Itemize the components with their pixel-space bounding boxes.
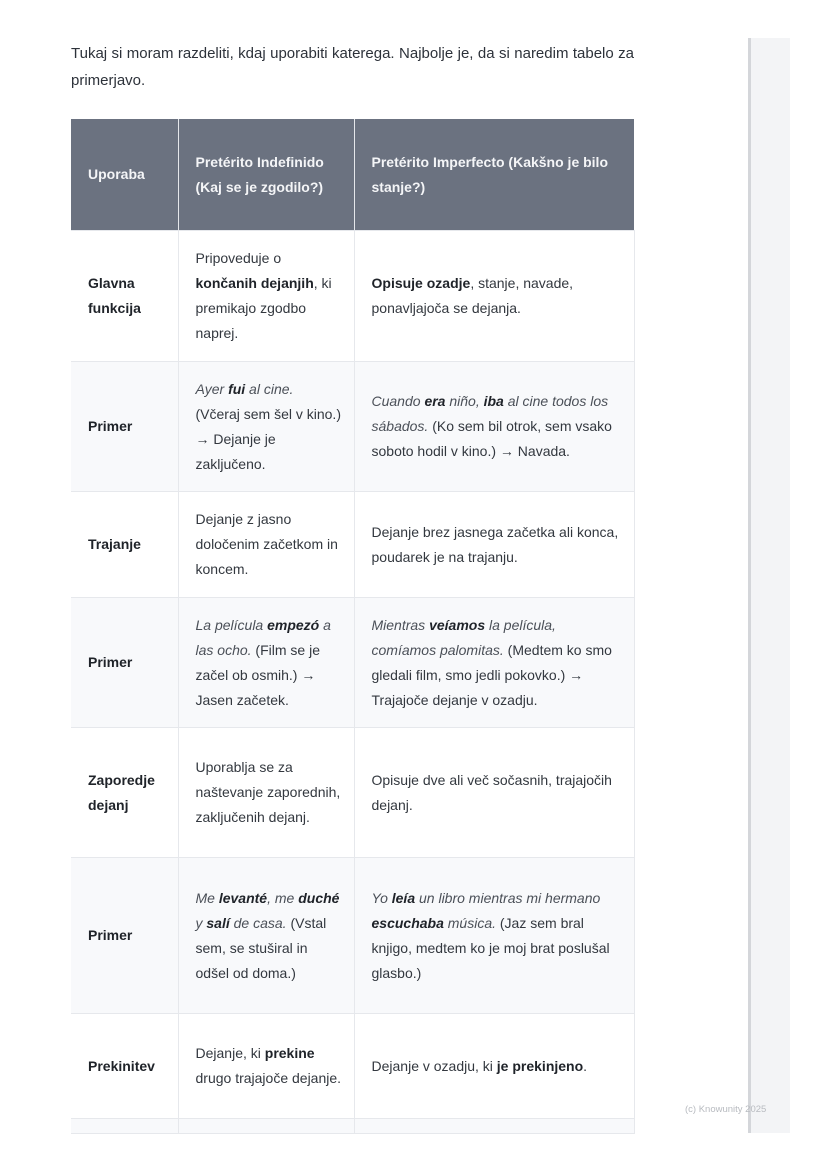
empty-cell [353,1118,635,1134]
text-segment: La película [195,616,268,633]
text-segment: Yo [371,889,392,906]
copyright-watermark: (c) Knowunity 2025 [685,1104,767,1115]
cell-imperfecto: Yo leía un libro mientras mi hermano esc… [353,857,635,1014]
text-segment: y [195,914,207,931]
row-label: Zaporedje dejanj [71,727,179,858]
text-segment: a las ocho. [195,616,331,658]
cell-imperfecto: Cuando era niño, iba al cine todos los s… [353,361,635,492]
intro-paragraph: Tukaj si moram razdeliti, kdaj uporabiti… [71,45,634,89]
row-label: Glavna funkcija [71,230,179,362]
text-segment: , ki premikajo zgodbo naprej. [195,275,332,341]
text-segment: leía [391,889,416,906]
comparison-table: Uporaba Pretérito Indefinido (Kaj se je … [71,119,635,1134]
table-row: Zaporedje dejanj Uporablja se za naštevan… [71,727,635,858]
text-segment: al cine. [245,380,294,397]
text-segment: . [583,1057,588,1074]
table-body: Glavna funkcija Pripoveduje o končanih de… [71,230,635,1134]
text-segment: Pripoveduje o [195,250,282,266]
text-segment: (Medtem ko smo gledali film, smo jedli p… [371,641,612,708]
text-segment: Me [195,889,219,906]
text-segment: je prekinjeno [496,1057,584,1074]
cell-imperfecto: Opisuje ozadje, stanje, navade, ponavlja… [353,230,635,362]
text-segment: Ayer [195,380,229,397]
text-segment: Opisuje ozadje [371,275,471,291]
text-segment: música. [443,914,496,931]
text-segment: empezó [267,616,320,633]
table-row: Trajanje Dejanje z jasno določenim začetk… [71,491,635,598]
text-segment: de casa. [229,914,287,931]
text-segment: (Film se je začel ob osmih.) → Jasen zač… [195,641,321,708]
cell-imperfecto: Mientras veíamos la película, comíamos p… [353,597,635,728]
text-segment: veíamos [429,616,486,633]
scrollbar[interactable] [748,38,790,1133]
cell-indefinido: Dejanje, ki prekine drugo trajajoče deja… [177,1013,355,1119]
text-segment: (Vstal sem, se stuširal in odšel od doma… [195,914,327,981]
header-indefinido: Pretérito Indefinido (Kaj se je zgodilo?… [178,119,355,231]
text-segment: un libro mientras mi hermano [415,889,601,906]
text-segment: escuchaba [371,914,444,931]
text-segment: , me [267,889,299,906]
row-label: Trajanje [71,491,179,598]
row-label: Primer [71,361,179,492]
cell-indefinido: Ayer fui al cine. (Včeraj sem šel v kino… [177,361,355,492]
text-segment: levanté [218,889,268,906]
table-row: Primer Ayer fui al cine. (Včeraj sem šel … [71,361,635,492]
row-label: Prekinitev [71,1013,179,1119]
text-segment: prekine [264,1045,315,1061]
table-row: Primer Me levanté, me duché y salí de cas… [71,857,635,1014]
text-segment: končanih dejanjih [195,275,314,291]
comparison-table-container: Uporaba Pretérito Indefinido (Kaj se je … [71,119,635,1134]
table-row: Primer La película empezó a las ocho. (Fi… [71,597,635,728]
header-usage: Uporaba [71,119,179,231]
row-label: Primer [71,597,179,728]
table-row [71,1118,635,1134]
text-segment: niño, [445,393,484,409]
text-segment: , stanje, navade, ponavljajoča se dejanj… [371,275,574,316]
text-segment: fui [228,380,246,397]
text-segment: (Včeraj sem šel v kino.) → Dejanje je za… [195,405,341,472]
cell-indefinido: Uporablja se za naštevanje zaporednih, z… [177,727,355,858]
text-segment: iba [483,393,504,409]
cell-imperfecto: Dejanje brez jasnega začetka ali konca, … [353,491,635,598]
cell-indefinido: Me levanté, me duché y salí de casa. (Vs… [177,857,355,1014]
table-row: Prekinitev Dejanje, ki prekine drugo traj… [71,1013,635,1119]
empty-cell [71,1118,179,1134]
text-segment: la película, comíamos palomitas. [371,616,556,658]
cell-imperfecto: Dejanje v ozadju, ki je prekinjeno. [353,1013,635,1119]
text-segment: Dejanje v ozadju, ki [371,1057,497,1074]
text-segment: Dejanje, ki [195,1045,265,1061]
cell-indefinido: La película empezó a las ocho. (Film se … [177,597,355,728]
cell-indefinido: Pripoveduje o končanih dejanjih, ki prem… [177,230,355,362]
header-imperfecto: Pretérito Imperfecto (Kakšno je bilo sta… [354,119,634,231]
text-segment: Mientras [371,616,430,633]
text-segment: (Ko sem bil otrok, sem vsako soboto hodi… [371,418,612,459]
text-segment: Uporablja se za naštevanje zaporednih, z… [195,759,341,825]
text-segment: era [424,393,446,409]
text-segment: Dejanje brez jasnega začetka ali konca, … [371,523,619,565]
row-label: Primer [71,857,179,1014]
text-segment: salí [206,914,230,931]
empty-cell [177,1118,355,1134]
cell-indefinido: Dejanje z jasno določenim začetkom in ko… [177,491,355,598]
text-segment: Cuando [371,393,425,409]
text-segment: Dejanje z jasno določenim začetkom in ko… [195,511,338,577]
text-segment: (Jaz sem bral knjigo, medtem ko je moj b… [371,914,610,981]
table-header-row: Uporaba Pretérito Indefinido (Kaj se je … [71,119,634,231]
table-row: Glavna funkcija Pripoveduje o končanih de… [71,230,635,362]
text-segment: drugo trajajoče dejanje. [195,1070,342,1086]
text-segment: al cine todos los sábados. [371,393,609,434]
text-segment: Opisuje dve ali več sočasnih, trajajočih… [371,771,612,813]
cell-imperfecto: Opisuje dve ali več sočasnih, trajajočih… [353,727,635,858]
text-segment: duché [298,889,340,906]
